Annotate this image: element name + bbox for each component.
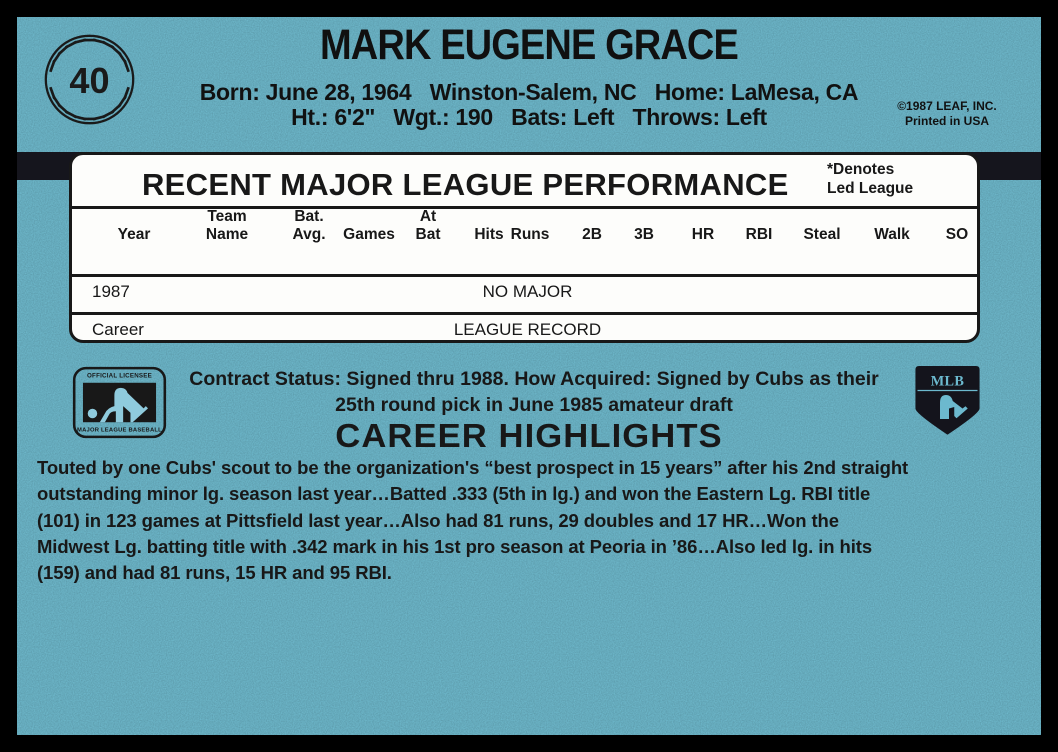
svg-text:MLB: MLB — [931, 373, 965, 389]
